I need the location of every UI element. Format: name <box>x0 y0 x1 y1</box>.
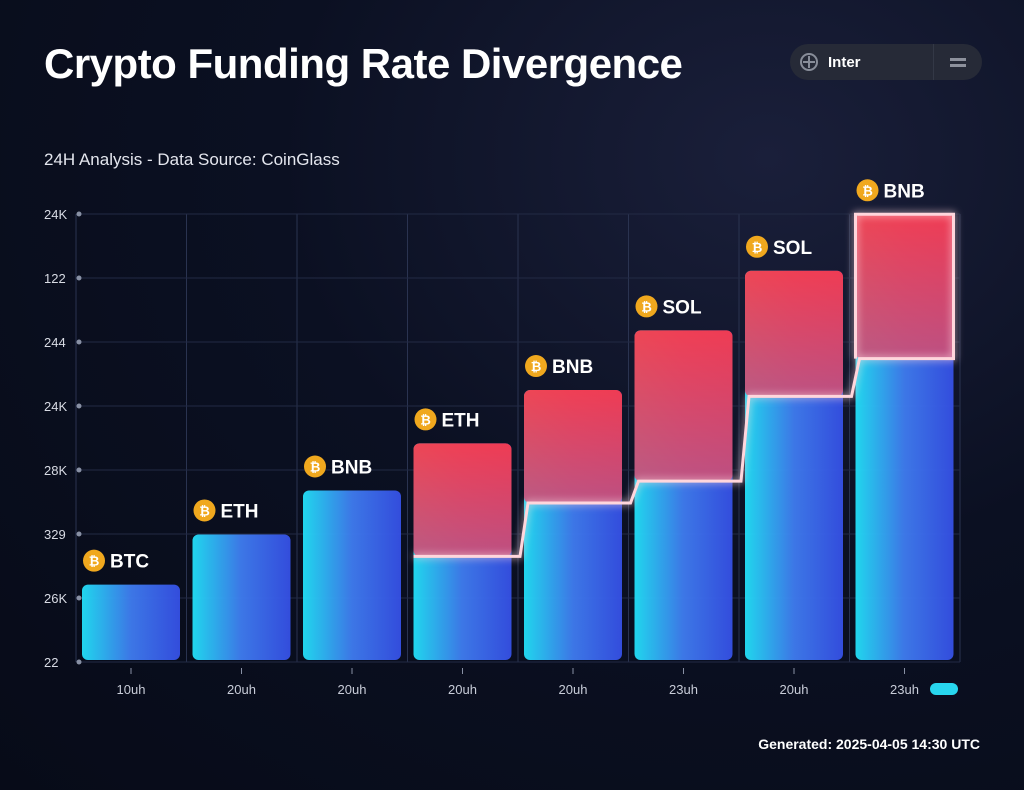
y-tick-dot <box>76 531 82 537</box>
coin-icon <box>525 355 547 378</box>
legend-swatch <box>930 683 958 695</box>
y-tick-dot <box>76 659 82 665</box>
coin-icon-glyph: ₿ <box>752 240 763 255</box>
y-tick-label: 24K <box>44 399 67 414</box>
y-tick-label: 28K <box>44 463 67 478</box>
coin-icon <box>746 235 768 258</box>
font-selector[interactable]: Inter <box>790 44 982 80</box>
bar-1[interactable] <box>192 534 291 660</box>
bar-upper-5 <box>634 330 733 482</box>
plus-circle-icon[interactable] <box>800 53 818 71</box>
coin-icon-glyph: ₿ <box>641 299 652 314</box>
x-tick-label: 20uh <box>227 682 256 697</box>
y-tick-label: 24K <box>44 207 67 222</box>
coin-icon <box>414 408 437 431</box>
coin-icon-glyph: ₿ <box>531 359 542 374</box>
bar-upper-3 <box>413 443 512 557</box>
coin-icon <box>83 549 105 572</box>
x-tick-label: 20uh <box>559 682 588 697</box>
x-tick-label: 23uh <box>890 682 919 697</box>
bar-upper-6 <box>745 270 843 397</box>
coin-icon-glyph: ₿ <box>420 412 431 427</box>
y-tick-label: 26K <box>44 591 67 606</box>
y-tick-dot <box>76 275 82 281</box>
coin-icon <box>635 295 658 318</box>
generated-timestamp: Generated: 2025-04-05 14:30 UTC <box>758 736 980 752</box>
bar-label: SOL <box>663 297 702 318</box>
x-tick-label: 20uh <box>338 682 367 697</box>
x-tick-label: 23uh <box>669 682 698 697</box>
y-tick-dot <box>76 595 82 601</box>
page-title: Crypto Funding Rate Divergence <box>44 40 683 87</box>
y-tick-dot <box>76 467 82 473</box>
x-tick-label: 10uh <box>117 682 146 697</box>
bar-label: BNB <box>884 181 925 202</box>
coin-icon <box>304 455 326 478</box>
y-tick-dot <box>76 339 82 345</box>
font-selector-label: Inter <box>828 53 861 71</box>
coin-icon-glyph: ₿ <box>199 503 210 518</box>
bar-label: ETH <box>221 501 259 522</box>
subtitle: 24H Analysis - Data Source: CoinGlass <box>44 150 340 169</box>
x-tick-label: 20uh <box>448 682 477 697</box>
y-tick-label: 329 <box>44 527 66 542</box>
menu-button[interactable] <box>933 44 982 80</box>
y-tick-label: 122 <box>44 271 66 286</box>
coin-icon-glyph: ₿ <box>862 183 873 198</box>
bar-label: SOL <box>773 238 812 259</box>
coin-icon <box>856 179 879 202</box>
y-tick-dot <box>76 403 82 409</box>
coin-icon-glyph: ₿ <box>310 460 321 475</box>
bar-label: ETH <box>442 410 480 431</box>
bar-label: BNB <box>331 458 372 479</box>
bar-0[interactable] <box>82 584 180 660</box>
coin-icon-glyph: ₿ <box>89 554 100 569</box>
bar-upper-7 <box>855 214 954 359</box>
y-tick-dot <box>76 211 82 217</box>
bar-2[interactable] <box>303 490 401 661</box>
bar-upper-4 <box>524 390 622 504</box>
x-tick-label: 20uh <box>780 682 809 697</box>
overlay-line <box>413 212 955 558</box>
y-tick-label: 244 <box>44 335 66 350</box>
bar-label: BTC <box>110 552 149 573</box>
coin-icon <box>193 499 216 522</box>
bar-label: BNB <box>552 357 593 378</box>
y-tick-label: 22 <box>44 655 58 670</box>
menu-icon <box>950 57 966 67</box>
